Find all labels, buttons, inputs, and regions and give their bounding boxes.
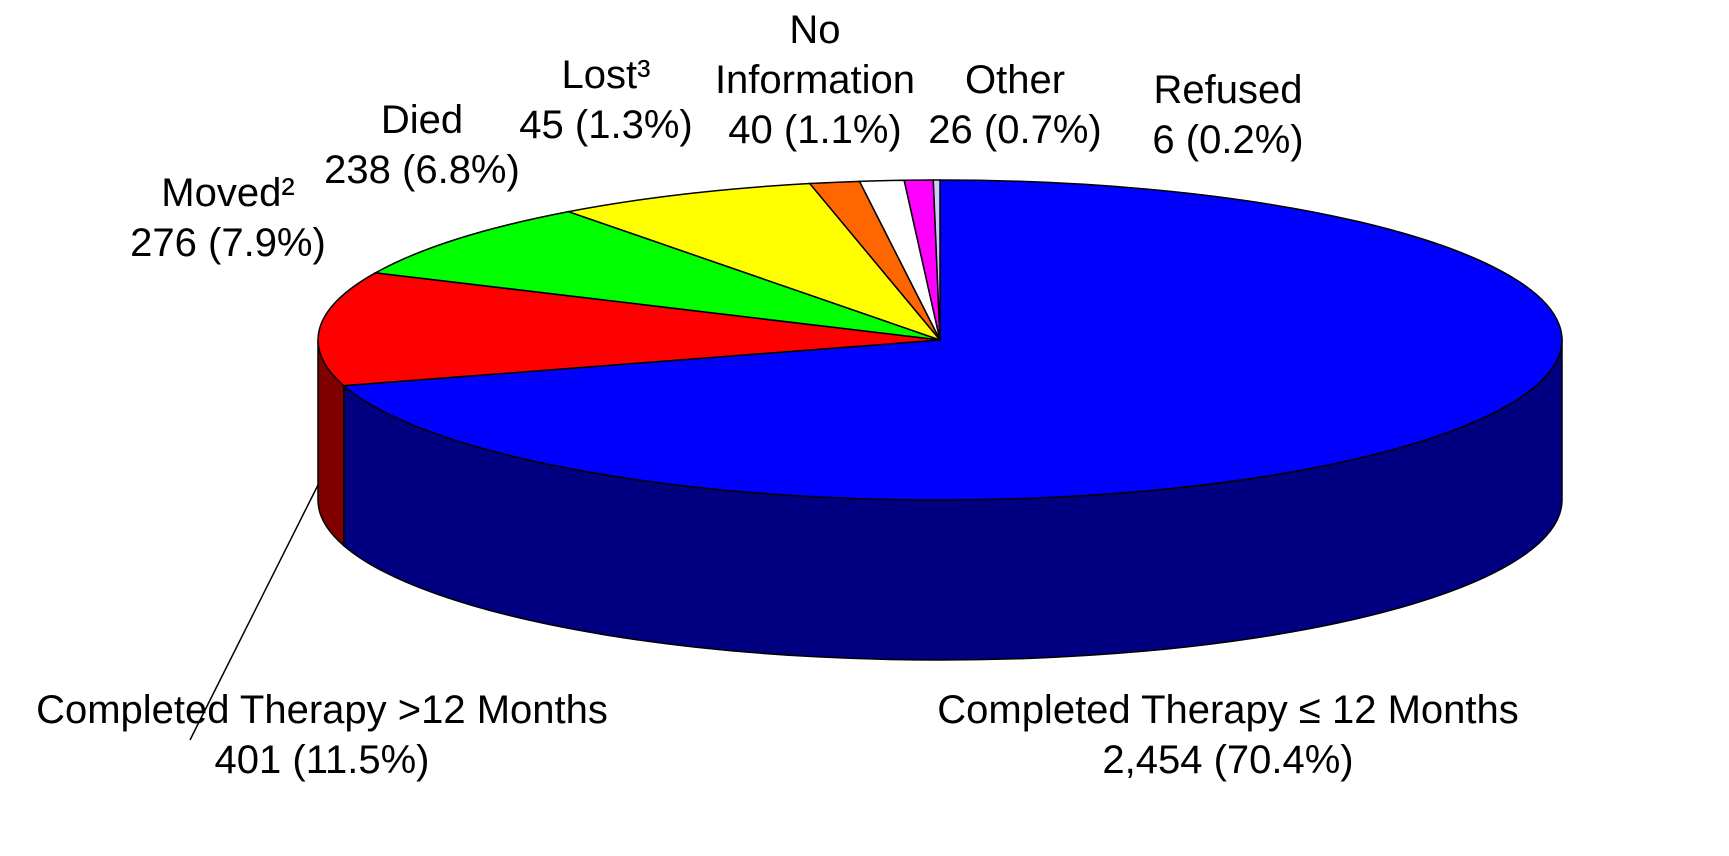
- category-name: Completed Therapy ≤ 12 Months: [937, 688, 1519, 732]
- value-label: 6 (0.2%): [1152, 118, 1304, 162]
- value-label: 238 (6.8%): [324, 148, 520, 192]
- slice-label: Moved² 276 (7.9%): [98, 168, 358, 268]
- leader-line: [189, 484, 319, 741]
- slice-label: Lost³ 45 (1.3%): [496, 50, 716, 150]
- slice-tops: [317, 179, 1563, 501]
- slice-label: Other 26 (0.7%): [905, 55, 1125, 155]
- category-name: Lost³: [561, 53, 651, 97]
- slice-label: Completed Therapy ≤ 12 Months 2,454 (70.4…: [878, 685, 1578, 785]
- category-name: Died: [380, 98, 464, 142]
- slice-label: No Information 40 (1.1%): [695, 5, 935, 155]
- category-name: Other: [964, 58, 1066, 102]
- slice-label: Died 238 (6.8%): [292, 95, 552, 195]
- value-label: 2,454 (70.4%): [1102, 738, 1354, 782]
- slice-top: [565, 182, 943, 342]
- category-name: Refused: [1153, 68, 1303, 112]
- category-name: Moved²: [161, 171, 295, 215]
- value-label: 26 (0.7%): [928, 108, 1102, 152]
- slice-top: [341, 179, 1563, 501]
- slice-top: [932, 179, 941, 341]
- slice-label: Completed Therapy >12 Months 401 (11.5%): [0, 685, 672, 785]
- value-label: 276 (7.9%): [130, 221, 326, 265]
- value-label: 45 (1.3%): [519, 103, 693, 147]
- value-label: 401 (11.5%): [214, 738, 430, 782]
- category-name: Completed Therapy >12 Months: [36, 688, 608, 732]
- slice-label: Refused 6 (0.2%): [1118, 65, 1338, 165]
- slice-top: [373, 210, 941, 341]
- value-label: 40 (1.1%): [728, 108, 902, 152]
- category-name: No Information: [714, 8, 916, 102]
- slice-top: [317, 272, 941, 387]
